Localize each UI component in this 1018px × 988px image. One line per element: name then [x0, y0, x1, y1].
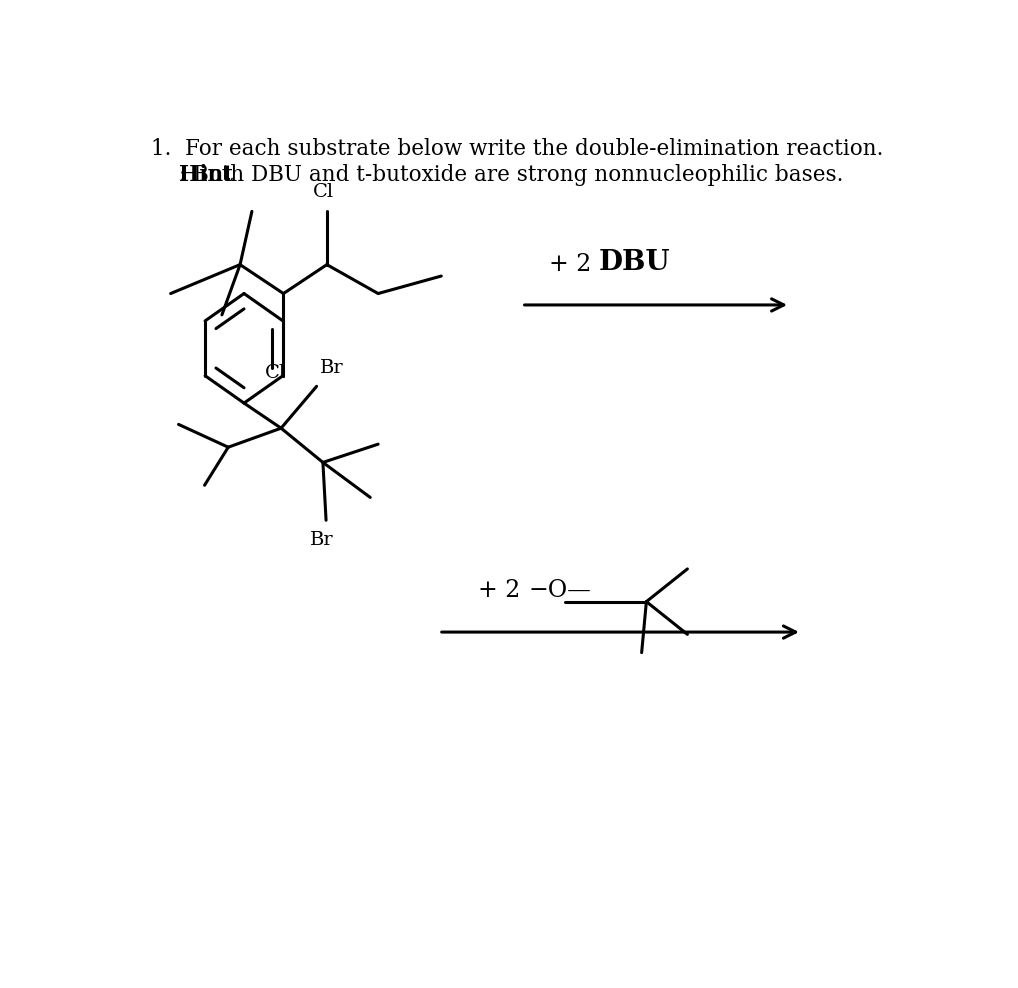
Text: : Both DBU and t-butoxide are strong nonnucleophilic bases.: : Both DBU and t-butoxide are strong non…: [178, 164, 843, 186]
Text: + 2: + 2: [550, 253, 600, 276]
Text: Br: Br: [320, 360, 343, 377]
Text: 1.  For each substrate below write the double-elimination reaction.: 1. For each substrate below write the do…: [151, 137, 884, 160]
Text: −O—: −O—: [528, 579, 590, 602]
Text: + 2: + 2: [478, 579, 521, 602]
Text: DBU: DBU: [599, 249, 671, 276]
Text: Br: Br: [310, 531, 334, 549]
Text: Cl: Cl: [265, 364, 286, 381]
Text: Hint: Hint: [178, 164, 232, 186]
Text: Cl: Cl: [314, 183, 334, 201]
